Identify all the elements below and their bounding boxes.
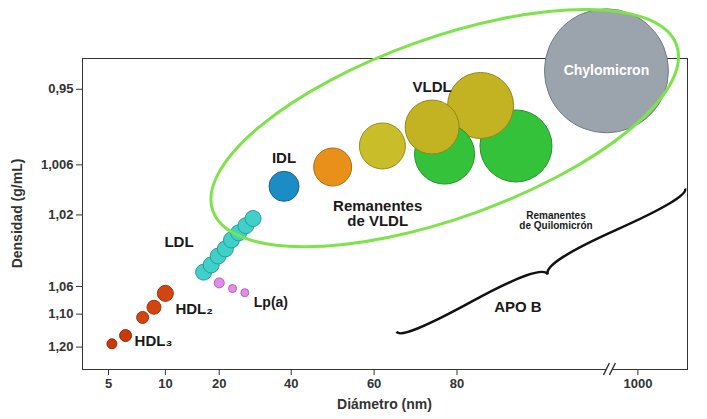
svg-text:HDL₃: HDL₃ xyxy=(135,332,173,349)
svg-text:Chylomicron: Chylomicron xyxy=(564,62,650,78)
svg-text:VLDL: VLDL xyxy=(413,78,452,95)
svg-text:0,95: 0,95 xyxy=(48,81,73,96)
svg-text:LDL: LDL xyxy=(164,233,193,250)
svg-text:1,20: 1,20 xyxy=(48,339,73,354)
svg-text:APO B: APO B xyxy=(494,298,542,315)
svg-text:1000: 1000 xyxy=(623,376,652,391)
svg-text:IDL: IDL xyxy=(272,149,296,166)
svg-text:5: 5 xyxy=(105,376,112,391)
svg-text:Remanentesde VLDL: Remanentesde VLDL xyxy=(333,197,422,229)
svg-text:Lp(a): Lp(a) xyxy=(254,294,288,310)
svg-text:40: 40 xyxy=(284,376,298,391)
svg-text:80: 80 xyxy=(450,376,464,391)
svg-text:1,10: 1,10 xyxy=(48,306,73,321)
svg-text:20: 20 xyxy=(212,376,226,391)
svg-text:10: 10 xyxy=(158,376,172,391)
svg-text:Densidad (g/mL): Densidad (g/mL) xyxy=(9,159,25,269)
svg-text:1,06: 1,06 xyxy=(48,279,73,294)
svg-text:1,006: 1,006 xyxy=(41,157,74,172)
svg-text:60: 60 xyxy=(367,376,381,391)
svg-text:1,02: 1,02 xyxy=(48,207,73,222)
svg-text:Remanentesde Quilomicrón: Remanentesde Quilomicrón xyxy=(519,210,592,231)
svg-text:Diámetro (nm): Diámetro (nm) xyxy=(337,396,432,412)
svg-text:HDL₂: HDL₂ xyxy=(175,300,213,317)
